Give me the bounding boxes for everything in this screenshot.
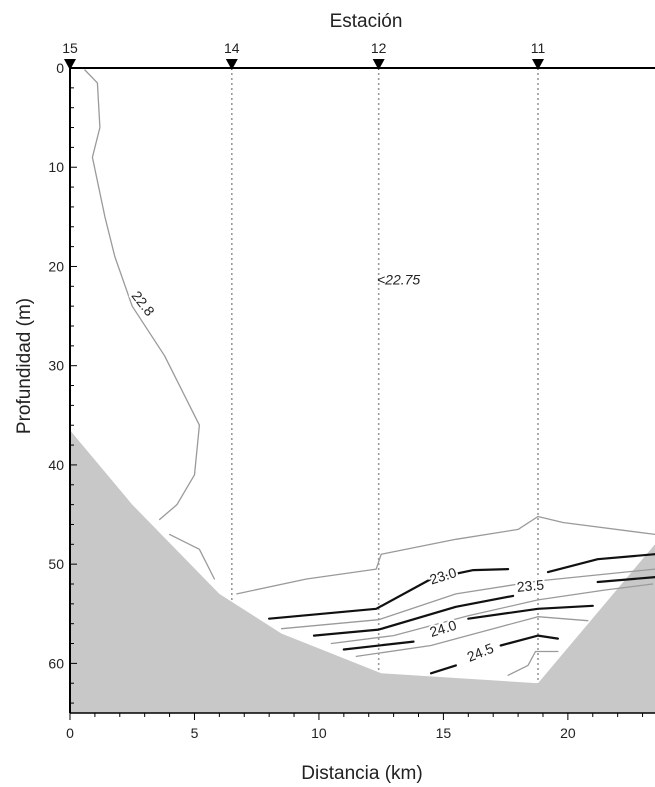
- contour-24-5-13: [499, 634, 560, 647]
- contour-23-5-7: [596, 575, 655, 584]
- x-tick-label-5: 5: [191, 725, 199, 741]
- y-tick-label-40: 40: [48, 457, 64, 473]
- x-tick-label-20: 20: [560, 725, 576, 741]
- contour-23-3: [268, 567, 510, 620]
- station-label-14: 14: [224, 40, 240, 56]
- contour-24-5-12: [429, 664, 457, 675]
- station-label-11: 11: [531, 40, 546, 56]
- contour-lines: [84, 69, 655, 676]
- station-marker-11: [532, 59, 544, 70]
- annotations: <22.75: [377, 271, 420, 287]
- contour-22-8-2: [236, 515, 655, 595]
- y-tick-label-30: 30: [48, 358, 64, 374]
- x-axis-title: Distancia (km): [301, 763, 422, 784]
- contour-label-0: 22.8: [129, 288, 159, 319]
- contour-label-1: 23.0: [428, 564, 459, 587]
- station-marker-14: [225, 59, 238, 70]
- y-tick-label-0: 0: [56, 60, 64, 76]
- bathymetry-layer: [70, 430, 655, 713]
- station-axis: 15 14 12 11: [62, 40, 545, 70]
- station-label-15: 15: [62, 40, 78, 56]
- contour-23-75-8: [330, 583, 654, 645]
- contour-22-8-1: [168, 533, 216, 580]
- y-axis-title: Profundidad (m): [14, 298, 35, 434]
- x-tick-label-0: 0: [66, 725, 74, 741]
- y-tick-label-20: 20: [48, 258, 64, 274]
- station-marker-12: [372, 59, 385, 70]
- annotation-0: <22.75: [377, 271, 420, 287]
- contour-label-3: 24.0: [428, 617, 459, 640]
- contour-24-25-11: [355, 616, 589, 658]
- station-lines: [231, 68, 539, 684]
- x-tick-label-10: 10: [311, 725, 327, 741]
- contour-23-4: [546, 553, 655, 574]
- y-tick-label-60: 60: [48, 655, 64, 671]
- y-tick-label-10: 10: [48, 159, 64, 175]
- station-label-12: 12: [371, 40, 387, 56]
- top-axis-title: Estación: [330, 11, 403, 32]
- contour-24-75-14: [507, 650, 559, 676]
- contour-label-2: 23.5: [516, 577, 545, 595]
- seafloor-bathymetry: [70, 430, 655, 713]
- contour-label-4: 24.5: [465, 640, 496, 665]
- contour-24-10: [467, 604, 594, 620]
- x-tick-label-15: 15: [436, 725, 452, 741]
- station-marker-15: [64, 59, 76, 70]
- contour-22-8-0: [84, 69, 201, 521]
- contour-24-9: [342, 640, 415, 651]
- y-tick-label-50: 50: [48, 556, 64, 572]
- contour-23-5-6: [312, 594, 515, 637]
- axes: 0 10 20 30 40 50 60 0 5 10 15 20: [48, 60, 655, 741]
- contour-23-25-5: [280, 568, 655, 630]
